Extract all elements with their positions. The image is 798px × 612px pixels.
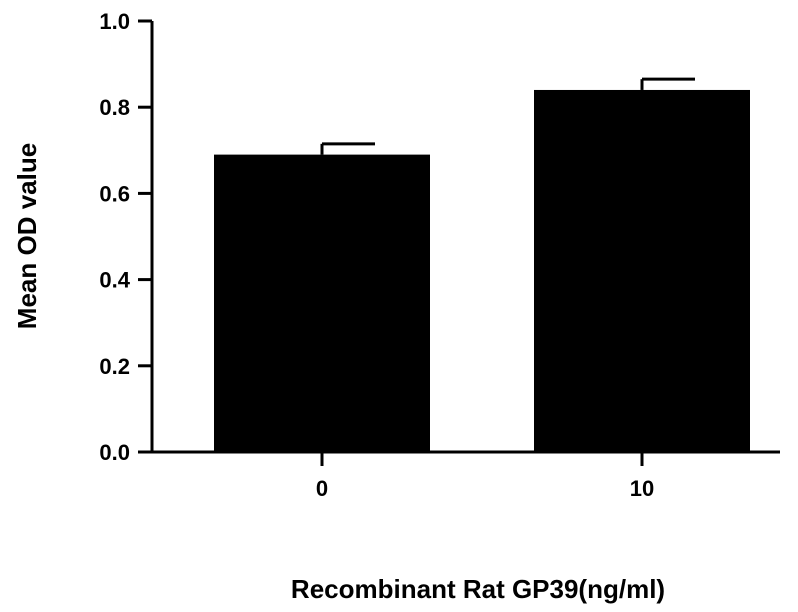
- bar-series: [214, 89, 750, 453]
- y-tick-label: 1.0: [99, 9, 130, 34]
- x-tick-label: 0: [316, 476, 328, 501]
- y-tick-label: 0.2: [99, 354, 130, 379]
- y-tick-label: 0.6: [99, 181, 130, 206]
- y-tick-label: 0.4: [99, 268, 130, 293]
- y-axis: 0.0 0.2 0.4 0.6 0.8 1.0: [99, 9, 154, 465]
- x-tick-label: 10: [630, 476, 654, 501]
- y-tick-label: 0.8: [99, 95, 130, 120]
- y-tick-label: 0.0: [99, 440, 130, 465]
- error-bars: [320, 77, 695, 155]
- x-axis-title: Recombinant Rat GP39(ng/ml): [291, 574, 665, 604]
- y-axis-title: Mean OD value: [12, 143, 42, 329]
- bar: [534, 89, 750, 453]
- x-axis: 0 10: [138, 450, 780, 501]
- bar: [214, 154, 430, 453]
